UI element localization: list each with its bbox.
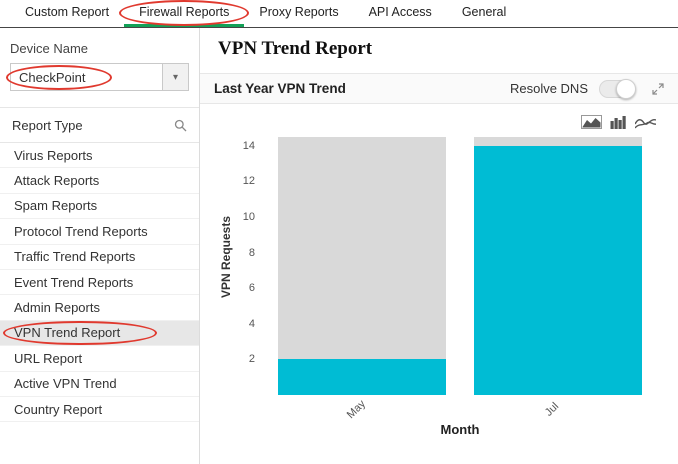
sidebar: Device Name CheckPoint ▾ Report Type Vir…: [0, 28, 200, 464]
sidebar-item-label: Active VPN Trend: [14, 376, 117, 392]
line-chart-icon[interactable]: [635, 115, 656, 129]
y-tick-label: 12: [242, 175, 255, 188]
sidebar-item-virus-reports[interactable]: Virus Reports: [0, 143, 199, 169]
panel-title: Last Year VPN Trend: [214, 81, 346, 96]
bar-group-jul: [460, 137, 656, 395]
sidebar-item-attack-reports[interactable]: Attack Reports: [0, 168, 199, 194]
y-tick-label: 14: [242, 139, 255, 152]
sidebar-item-admin-reports[interactable]: Admin Reports: [0, 295, 199, 321]
tab-label: General: [461, 5, 507, 19]
y-tick-label: 2: [248, 353, 255, 366]
y-axis: 2 4 6 8 10 12 14: [234, 137, 264, 395]
bar-background: [277, 137, 447, 395]
sidebar-item-event-trend-reports[interactable]: Event Trend Reports: [0, 270, 199, 296]
sidebar-item-label: Protocol Trend Reports: [14, 223, 148, 239]
plot-area: [264, 137, 656, 395]
sidebar-item-label: Traffic Trend Reports: [14, 249, 136, 265]
sidebar-item-label: VPN Trend Report: [14, 325, 121, 341]
tab-label: Firewall Reports: [139, 5, 230, 19]
x-axis-labels: May Jul: [264, 395, 656, 422]
toggle-knob: [616, 78, 636, 99]
y-axis-title: VPN Requests: [219, 215, 233, 299]
y-tick-label: 6: [248, 282, 255, 295]
report-type-list: Virus Reports Attack Reports Spam Reports P…: [0, 142, 199, 423]
sidebar-item-label: Country Report: [14, 401, 103, 417]
y-tick-label: 8: [248, 246, 255, 259]
sidebar-item-spam-reports[interactable]: Spam Reports: [0, 194, 199, 220]
y-tick-label: 10: [242, 211, 255, 224]
tab-bar: Custom Report Firewall Reports Proxy Repor…: [0, 0, 678, 28]
area-chart-icon[interactable]: [581, 115, 602, 129]
tab-label: Custom Report: [25, 5, 110, 19]
sidebar-item-vpn-trend-report[interactable]: VPN Trend Report: [0, 320, 199, 347]
sidebar-item-label: URL Report: [14, 350, 83, 366]
tab-firewall-reports[interactable]: Firewall Reports: [119, 0, 250, 27]
device-name-label: Device Name: [10, 41, 89, 56]
sidebar-divider: [0, 107, 199, 108]
chart: VPN Requests 2 4 6 8 10 12 14 May Jul Month: [218, 137, 656, 437]
sidebar-item-url-report[interactable]: URL Report: [0, 346, 199, 372]
resolve-dns-label: Resolve DNS: [509, 81, 588, 96]
tab-api-access[interactable]: API Access: [354, 0, 447, 27]
sidebar-item-country-report[interactable]: Country Report: [0, 397, 199, 423]
panel-header: Last Year VPN Trend Resolve DNS: [200, 73, 678, 104]
sidebar-item-label: Event Trend Reports: [14, 274, 134, 290]
bar-chart-icon[interactable]: [610, 115, 627, 129]
tab-label: API Access: [368, 5, 432, 19]
layout: Device Name CheckPoint ▾ Report Type Vir…: [0, 28, 678, 464]
sidebar-item-label: Admin Reports: [14, 300, 100, 316]
sidebar-item-active-vpn-trend[interactable]: Active VPN Trend: [0, 372, 199, 397]
y-tick-label: 4: [248, 317, 255, 330]
page-title: VPN Trend Report: [218, 38, 373, 59]
sidebar-item-label: Attack Reports: [14, 173, 100, 189]
sidebar-item-protocol-trend-reports[interactable]: Protocol Trend Reports: [0, 219, 199, 245]
chevron-down-icon[interactable]: ▾: [162, 64, 188, 90]
device-select[interactable]: CheckPoint ▾: [6, 63, 189, 91]
resolve-dns-toggle[interactable]: [599, 78, 636, 99]
bar-group-may: [264, 137, 460, 395]
sidebar-item-label: Virus Reports: [14, 147, 93, 163]
bar-value[interactable]: [277, 359, 447, 395]
expand-icon[interactable]: [652, 82, 664, 95]
chart-type-switcher: [200, 104, 678, 129]
bar-value[interactable]: [473, 145, 643, 395]
tab-proxy-reports[interactable]: Proxy Reports: [244, 0, 353, 27]
tab-label: Proxy Reports: [259, 5, 339, 19]
device-select-value: CheckPoint: [19, 69, 86, 85]
sidebar-item-traffic-trend-reports[interactable]: Traffic Trend Reports: [0, 245, 199, 270]
report-type-label: Report Type: [12, 118, 83, 133]
tab-general[interactable]: General: [447, 0, 521, 27]
x-axis-title: Month: [440, 422, 480, 437]
sidebar-item-label: Spam Reports: [14, 198, 98, 214]
tab-custom-report[interactable]: Custom Report: [10, 0, 124, 27]
search-icon[interactable]: [174, 119, 187, 132]
main-content: VPN Trend Report Last Year VPN Trend Res…: [200, 28, 678, 464]
